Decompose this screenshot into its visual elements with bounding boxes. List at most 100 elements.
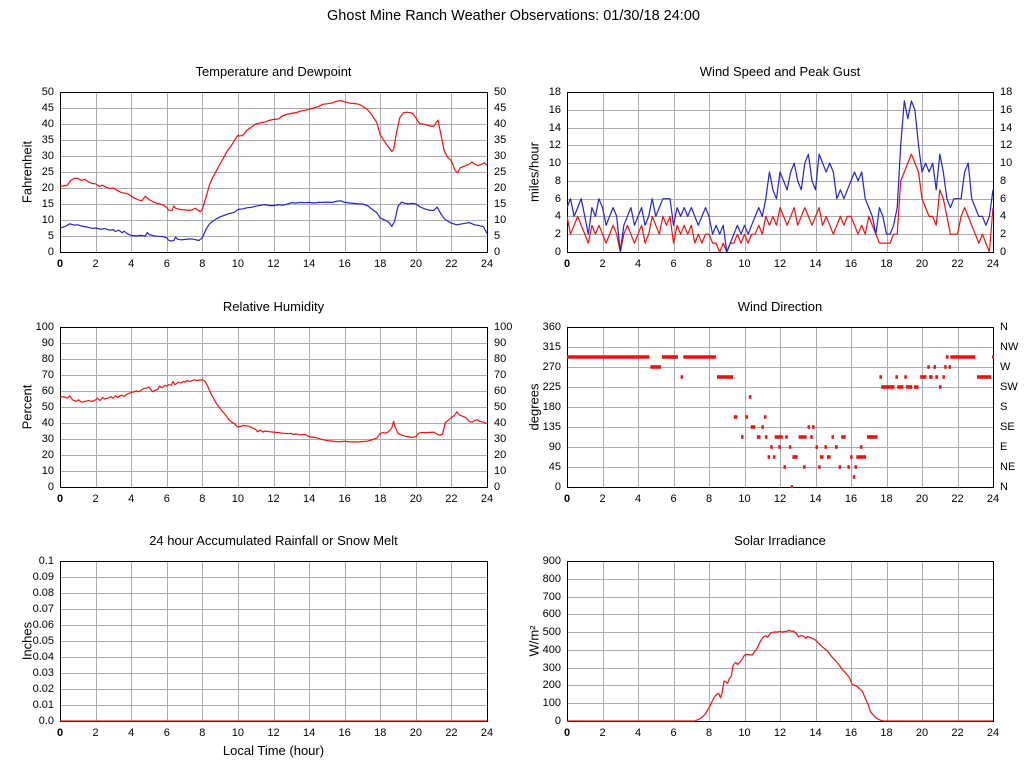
y-right-tick-label: SW: [1000, 381, 1018, 393]
y-tick-label: 0.07: [32, 603, 54, 615]
y-tick-label: 0.0: [38, 715, 54, 727]
y-tick-label: 0.1: [38, 555, 54, 567]
x-tick-label: 24: [480, 493, 494, 505]
chart-plot: [567, 92, 994, 253]
y-tick-label: 35: [41, 134, 54, 146]
y-tick-label: 0.01: [32, 699, 54, 711]
chart-plot: [60, 92, 488, 253]
y-right-tick-label: 80: [494, 353, 507, 365]
chart-title: Relative Humidity: [222, 299, 325, 314]
x-tick-label: 6: [163, 727, 170, 739]
x-tick-label: 6: [163, 258, 170, 270]
x-tick-label: 18: [374, 493, 387, 505]
y-tick-label: 0.06: [32, 619, 54, 631]
y-tick-label: 10: [548, 157, 561, 170]
x-tick-label: 24: [480, 258, 494, 270]
y-right-tick-label: 0: [494, 246, 501, 258]
chart-title: Wind Speed and Peak Gust: [699, 64, 861, 79]
y-right-tick-label: 50: [494, 401, 507, 413]
series-wind-speed: [567, 153, 994, 253]
y-right-tick-label: SE: [1000, 421, 1015, 433]
y-right-tick-label: W: [1000, 361, 1011, 373]
y-right-tick-label: 15: [494, 198, 507, 210]
y-tick-label: 25: [41, 166, 54, 178]
y-tick-label: 16: [548, 103, 561, 116]
x-tick-label: 8: [199, 727, 206, 739]
x-tick-label: 4: [634, 727, 642, 739]
y-tick-label: 4: [554, 210, 561, 223]
y-tick-label: 50: [41, 86, 54, 98]
y-right-tick-label: 14: [1000, 121, 1013, 134]
y-right-tick-label: 4: [1000, 210, 1007, 223]
y-tick-label: 6: [554, 192, 561, 205]
y-right-tick-label: E: [1000, 441, 1008, 453]
y-tick-label: 10: [41, 465, 54, 477]
y-right-tick-label: 0: [494, 481, 501, 493]
series-relative-humidity: [60, 379, 488, 443]
y-tick-label: 20: [41, 182, 54, 194]
x-tick-label: 0: [563, 727, 571, 739]
x-tick-label: 2: [92, 258, 99, 270]
y-right-tick-label: 20: [494, 182, 507, 194]
x-tick-label: 10: [231, 493, 245, 505]
x-tick-label: 18: [374, 258, 387, 270]
x-tick-label: 16: [338, 727, 351, 739]
x-tick-label: 22: [951, 493, 964, 505]
y-tick-label: 600: [542, 608, 561, 621]
x-tick-label: 4: [634, 258, 642, 270]
chart-title: Temperature and Dewpoint: [195, 64, 352, 79]
x-tick-label: 8: [705, 258, 713, 270]
x-tick-label: 2: [92, 727, 99, 739]
x-tick-label: 2: [599, 727, 606, 739]
x-tick-label: 18: [374, 727, 387, 739]
y-right-tick-label: 5: [494, 230, 501, 242]
x-tick-label: 18: [880, 727, 893, 739]
x-tick-label: 10: [231, 258, 245, 270]
x-tick-label: 14: [809, 493, 822, 505]
y-tick-label: 200: [542, 679, 561, 692]
y-tick-label: 70: [41, 369, 54, 381]
x-tick-label: 22: [951, 258, 964, 270]
x-tick-label: 24: [480, 727, 494, 739]
y-tick-label: 900: [542, 555, 561, 567]
y-tick-label: 5: [47, 230, 54, 242]
y-right-tick-label: NE: [1000, 461, 1016, 473]
y-right-tick-label: 70: [494, 369, 507, 381]
chart-plot: [60, 327, 488, 488]
x-tick-label: 0: [563, 493, 571, 505]
x-tick-label: 6: [163, 493, 170, 505]
x-tick-label: 20: [915, 493, 929, 505]
y-tick-label: 2: [554, 228, 561, 241]
y-right-tick-label: 60: [494, 385, 507, 397]
y-right-tick-label: 18: [1000, 86, 1013, 98]
chart-plot: [567, 327, 994, 488]
x-tick-label: 2: [599, 258, 606, 270]
x-tick-label: 20: [915, 727, 929, 739]
y-tick-label: 800: [542, 572, 561, 585]
x-tick-label: 20: [409, 258, 422, 270]
chart-title: Solar Irradiance: [734, 533, 826, 548]
chart-title: Wind Direction: [737, 299, 823, 314]
x-tick-label: 22: [445, 493, 458, 505]
y-tick-label: 100: [35, 321, 54, 333]
x-tick-label: 4: [128, 727, 135, 739]
y-tick-label: 15: [41, 198, 54, 210]
series-peak-gust: [567, 100, 994, 253]
x-tick-label: 10: [738, 493, 751, 505]
y-tick-label: 300: [542, 661, 561, 674]
y-right-tick-label: 30: [494, 433, 507, 445]
y-tick-label: 14: [548, 121, 561, 134]
y-tick-label: 0: [554, 715, 561, 727]
x-tick-label: 14: [809, 727, 822, 739]
y-tick-label: 80: [41, 353, 54, 365]
x-tick-label: 10: [738, 727, 751, 739]
y-tick-label: 180: [542, 401, 561, 413]
x-tick-label: 12: [773, 258, 787, 270]
x-tick-label: 14: [302, 727, 316, 739]
x-tick-label: 20: [915, 258, 929, 270]
x-tick-label: 24: [986, 727, 1000, 739]
x-tick-label: 14: [809, 258, 822, 270]
